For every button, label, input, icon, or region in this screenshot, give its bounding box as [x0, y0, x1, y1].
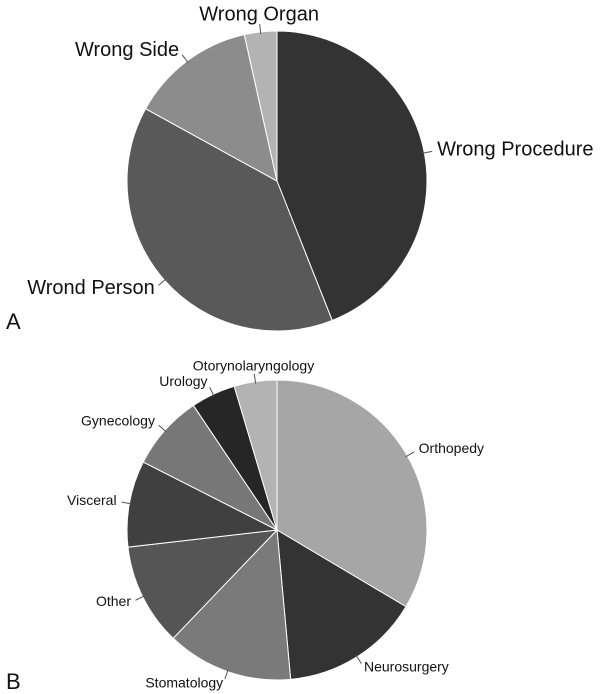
leader-line [181, 54, 189, 63]
panel-label: B [6, 669, 21, 694]
slice-label: Neurosurgery [364, 659, 449, 675]
leader-line [209, 386, 215, 397]
slice-label: Visceral [67, 492, 117, 508]
leader-line [224, 669, 229, 680]
slice-label: Stomatology [145, 675, 223, 691]
leader-line [158, 424, 167, 433]
slice-label: Wrong Organ [199, 3, 319, 25]
leader-line [121, 501, 132, 505]
slice-label: Wrong Side [75, 39, 179, 61]
slice-label: Otorynolaryngology [193, 357, 314, 373]
leader-line [355, 654, 362, 664]
leader-line [422, 150, 433, 154]
leader-line [158, 278, 167, 286]
panel-label: A [6, 309, 21, 334]
slice-label: Other [96, 593, 131, 609]
leader-line [135, 595, 145, 601]
slice-label: Orthopedy [419, 440, 484, 456]
leader-line [253, 373, 257, 384]
leader-line [405, 451, 415, 458]
slice-label: Wrond Person [27, 277, 154, 299]
slice-label: Gynecology [81, 413, 155, 429]
leader-line [259, 23, 262, 34]
slice-label: Wrong Procedure [437, 139, 593, 161]
slice-label: Urology [159, 373, 207, 389]
